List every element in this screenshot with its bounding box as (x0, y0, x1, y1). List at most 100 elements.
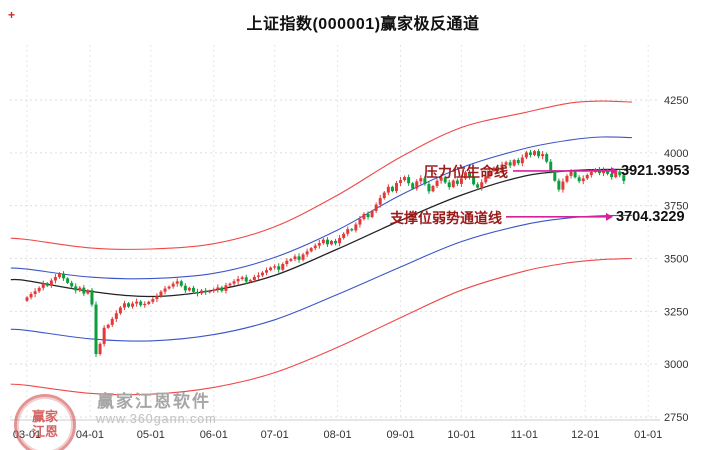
seal-text-bottom: 江恩 (31, 424, 58, 439)
candle-body (370, 210, 374, 218)
candle-body (204, 290, 208, 293)
pressure-line-value: 3921.3953 (621, 163, 690, 179)
candle-body (528, 152, 532, 155)
watermark-url-text: www.360gann.com (96, 412, 217, 426)
candle-body (386, 186, 390, 193)
y-axis-label: 4250 (664, 95, 688, 107)
candle-body (480, 182, 484, 188)
pressure-line-label: 压力位生命线 (424, 164, 508, 180)
candle-body (183, 285, 187, 291)
candle-body (399, 180, 403, 184)
candle-body (269, 267, 273, 271)
candle-body (57, 273, 61, 278)
candle-body (541, 154, 545, 157)
candle-body (415, 181, 419, 189)
support-arrow-arrowhead (606, 212, 613, 221)
candle-body (37, 287, 41, 292)
candle-body (403, 177, 407, 181)
candle-body (394, 183, 398, 192)
candle-body (139, 301, 143, 306)
corner-marker-icon: + (8, 8, 16, 22)
candle-body (187, 287, 191, 291)
candle-body (281, 263, 285, 270)
candle-body (151, 299, 155, 302)
candle-body (94, 304, 98, 355)
channel-line-outer-upper (10, 100, 632, 250)
x-axis-label: 05-01 (137, 429, 165, 441)
candle-body (163, 288, 167, 292)
candle-body (147, 301, 151, 304)
candle-body (232, 281, 236, 284)
candle-body (606, 170, 610, 174)
candle-body (265, 270, 269, 273)
candle-body (248, 280, 252, 282)
candle-body (614, 171, 618, 178)
candle-body (435, 180, 439, 187)
candle-body (293, 256, 297, 260)
x-axis-label: 07-01 (261, 429, 289, 441)
candle-body (346, 229, 350, 234)
y-axis-label: 3750 (664, 201, 688, 213)
x-axis-label: 12-01 (571, 429, 599, 441)
candle-body (459, 178, 463, 184)
candle-body (362, 213, 366, 219)
candle-body (313, 245, 317, 249)
support-line-label: 支撑位弱势通道线 (390, 210, 502, 226)
x-axis-label: 08-01 (324, 429, 352, 441)
candle-body (208, 290, 212, 293)
candle-body (118, 307, 122, 314)
candle-body (622, 175, 626, 181)
watermark-seal-logo: 赢家 江恩 (14, 394, 76, 450)
candle-body (390, 186, 394, 192)
candle-body (244, 277, 248, 282)
candle-body (321, 239, 325, 244)
candle-body (260, 272, 264, 276)
candle-body (500, 164, 504, 171)
candle-body (484, 176, 488, 183)
candle-body (374, 204, 378, 211)
candle-body (62, 273, 66, 279)
candle-body (472, 176, 476, 185)
candle-body (127, 303, 130, 307)
candle-body (411, 183, 415, 189)
candle-body (66, 278, 70, 283)
candle-body (297, 256, 301, 260)
candle-body (358, 218, 362, 225)
candle-body (427, 184, 431, 192)
candle-body (496, 167, 500, 171)
candle-body (309, 248, 313, 252)
y-axis-label: 3250 (664, 306, 688, 318)
candle-body (431, 186, 435, 192)
candle-body (549, 161, 553, 172)
candle-body (102, 327, 106, 344)
candle-body (447, 182, 451, 188)
candle-body (439, 177, 443, 181)
candle-body (143, 303, 147, 306)
channel-line-outer-lower (10, 257, 632, 396)
candle-body (334, 240, 338, 244)
candle-body (41, 283, 45, 288)
candle-body (49, 280, 53, 286)
candle-body (492, 167, 496, 172)
candles (25, 149, 626, 358)
x-axis-label: 11-01 (511, 429, 538, 441)
candle-body (220, 287, 224, 291)
candle-body (45, 283, 49, 286)
candle-body (342, 233, 346, 239)
candle-body (78, 287, 82, 291)
candle-body (350, 229, 354, 231)
candle-body (159, 291, 163, 297)
x-axis-label: 10-01 (447, 429, 475, 441)
candle-body (468, 172, 472, 177)
candle-body (25, 297, 29, 301)
candle-body (565, 175, 569, 182)
candle-body (135, 301, 139, 304)
candle-body (155, 296, 159, 300)
candle-body (581, 178, 585, 182)
x-axis-label: 06-01 (200, 429, 228, 441)
candle-body (488, 171, 492, 177)
candle-body (325, 239, 329, 245)
watermark-brand-text: 赢家江恩软件 (97, 392, 211, 411)
candle-body (317, 243, 321, 246)
